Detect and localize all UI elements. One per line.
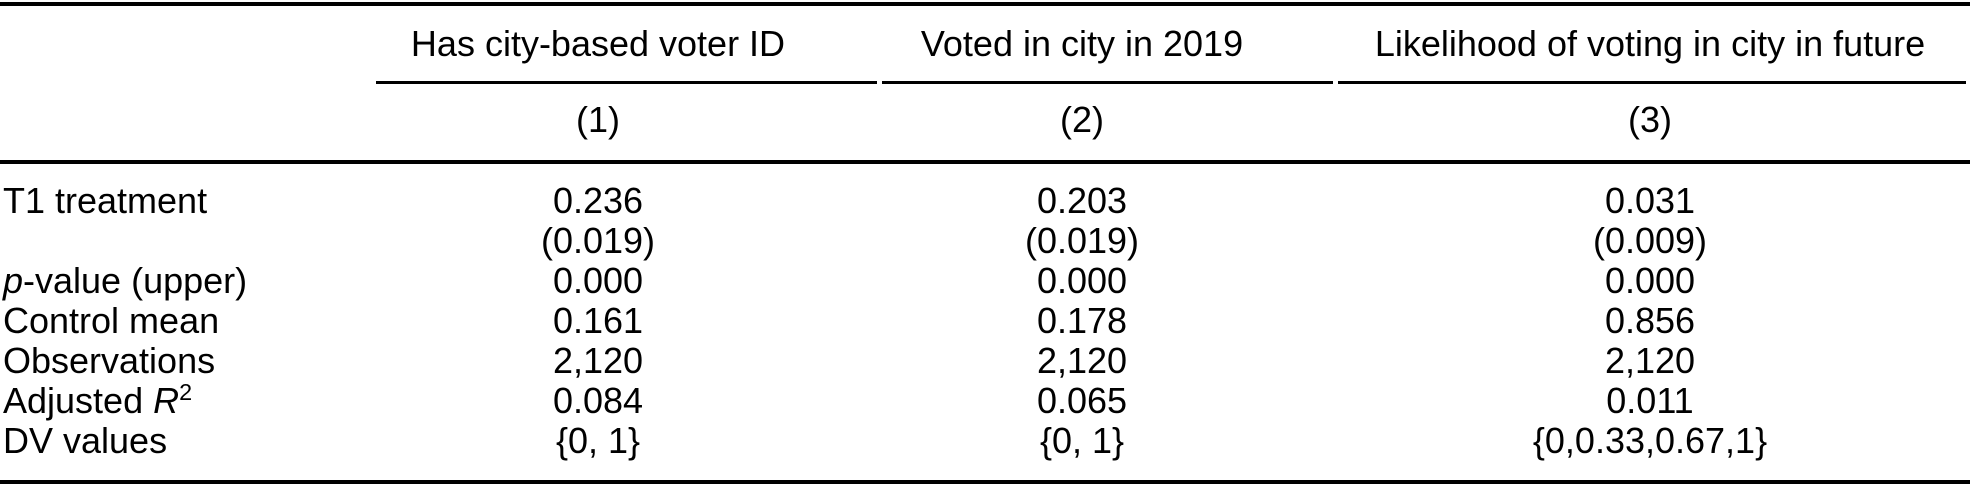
row-label: p-value (upper) xyxy=(0,261,376,301)
table-row: (0.019) (0.019) (0.009) xyxy=(0,221,1956,261)
cell-value: 0.178 xyxy=(1036,300,1128,341)
cell-value: 0.011 xyxy=(1606,380,1694,421)
cell-value: 0.065 xyxy=(1036,380,1128,421)
cell-value: 0.031 xyxy=(1604,180,1696,221)
header-body-separator-rule xyxy=(0,160,1970,164)
column-group-title: Likelihood of voting in city in future xyxy=(1374,23,1926,64)
table-body: T1 treatment 0.236 0.203 0.031 (0.019) (… xyxy=(0,181,1956,461)
cell-value: (0.019) xyxy=(540,220,656,261)
column-group-title: Has city-based voter ID xyxy=(410,23,786,64)
column-number: (3) xyxy=(1628,99,1672,140)
row-label-italic-part: p xyxy=(3,260,24,301)
cell-value: 0.000 xyxy=(1604,260,1696,301)
row-label-text-part: Adjusted xyxy=(3,380,154,421)
empty-header-cell xyxy=(0,102,376,138)
column-rule-3 xyxy=(1338,81,1966,84)
cell-value: 0.236 xyxy=(552,180,644,221)
table-row: DV values {0, 1} {0, 1} {0,0.33,0.67,1} xyxy=(0,421,1956,461)
row-label: Observations xyxy=(3,340,216,381)
cell-value: 0.161 xyxy=(552,300,644,341)
row-label: Control mean xyxy=(3,300,220,341)
top-rule xyxy=(0,2,1970,6)
cell-value: 2,120 xyxy=(1604,340,1696,381)
table-row: T1 treatment 0.236 0.203 0.031 xyxy=(0,181,1956,221)
cell-value: 2,120 xyxy=(552,340,644,381)
row-label-superscript: 2 xyxy=(179,379,193,405)
column-group-title: Voted in city in 2019 xyxy=(920,23,1244,64)
bottom-rule xyxy=(0,480,1970,484)
column-number: (2) xyxy=(1060,99,1104,140)
cell-value: 2,120 xyxy=(1036,340,1128,381)
cell-value: 0.203 xyxy=(1036,180,1128,221)
cell-value: {0, 1} xyxy=(1039,420,1125,461)
cell-value: {0,0.33,0.67,1} xyxy=(1532,420,1768,461)
column-group-header-row: Has city-based voter ID Voted in city in… xyxy=(0,26,1956,62)
empty-header-cell xyxy=(0,26,376,62)
table-row: Adjusted R2 0.084 0.065 0.011 xyxy=(0,379,1956,421)
column-number: (1) xyxy=(576,99,620,140)
row-label: T1 treatment xyxy=(3,180,208,221)
table-row: p-value (upper) 0.000 0.000 0.000 xyxy=(0,261,1956,301)
column-rule-2 xyxy=(882,81,1333,84)
cell-value: 0.856 xyxy=(1604,300,1696,341)
cell-value: (0.009) xyxy=(1592,220,1708,261)
row-label xyxy=(0,221,376,261)
cell-value: (0.019) xyxy=(1024,220,1140,261)
cell-value: 0.084 xyxy=(552,380,644,421)
cell-value: 0.000 xyxy=(1036,260,1128,301)
column-number-row: (1) (2) (3) xyxy=(0,102,1956,138)
row-label: Adjusted R2 xyxy=(0,379,376,421)
cell-value: {0, 1} xyxy=(555,420,641,461)
row-label-text-part: -value (upper) xyxy=(23,260,248,301)
column-rule-1 xyxy=(376,81,877,84)
cell-value: 0.000 xyxy=(552,260,644,301)
row-label: DV values xyxy=(3,420,168,461)
row-label-italic-part: R xyxy=(153,380,180,421)
table-row: Control mean 0.161 0.178 0.856 xyxy=(0,301,1956,341)
table-row: Observations 2,120 2,120 2,120 xyxy=(0,341,1956,381)
